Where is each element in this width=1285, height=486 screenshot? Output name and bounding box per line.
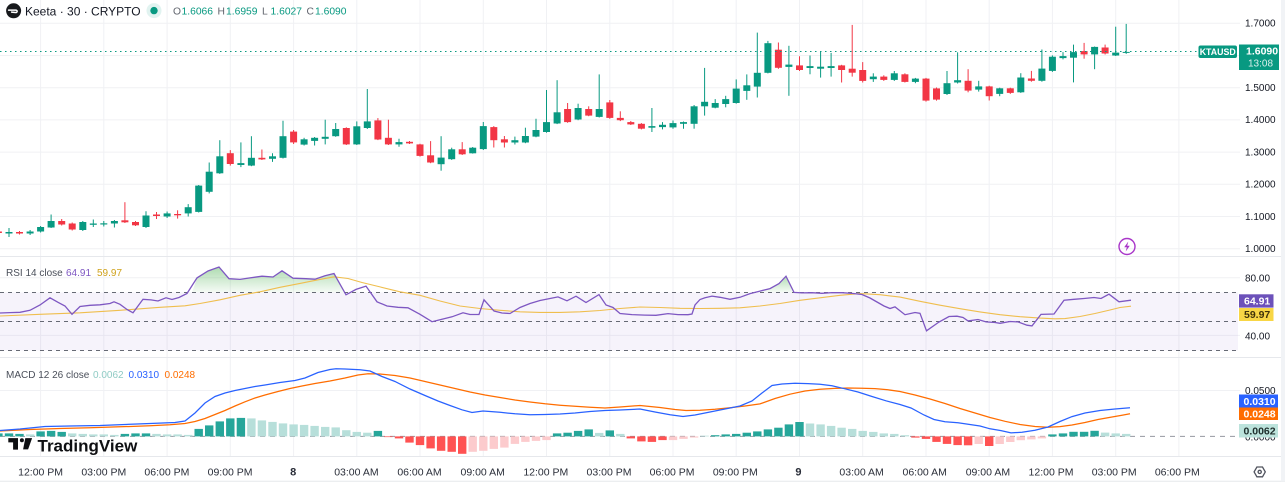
svg-text:03:00 PM: 03:00 PM — [81, 467, 126, 479]
svg-text:12:00 PM: 12:00 PM — [18, 467, 63, 479]
svg-text:13:08: 13:08 — [1248, 58, 1273, 69]
svg-text:1.3000: 1.3000 — [1245, 147, 1276, 158]
svg-text:12:00 PM: 12:00 PM — [1029, 467, 1074, 479]
svg-text:03:00 AM: 03:00 AM — [334, 467, 378, 479]
svg-text:0.0248: 0.0248 — [1244, 409, 1276, 421]
svg-text:03:00 PM: 03:00 PM — [587, 467, 632, 479]
svg-text:06:00 PM: 06:00 PM — [650, 467, 695, 479]
svg-text:64.91: 64.91 — [1244, 296, 1270, 308]
svg-text:H: H — [218, 7, 225, 18]
svg-text:MACD 12 26 close: MACD 12 26 close — [6, 370, 90, 381]
svg-text:1.7000: 1.7000 — [1245, 19, 1276, 30]
svg-text:1.6027: 1.6027 — [271, 7, 303, 18]
svg-text:0.0310: 0.0310 — [1244, 396, 1276, 408]
svg-text:KTAUSD: KTAUSD — [1200, 47, 1236, 57]
svg-text:9: 9 — [795, 467, 801, 479]
svg-text:RSI 14 close: RSI 14 close — [6, 268, 63, 279]
svg-text:59.97: 59.97 — [1244, 309, 1270, 321]
svg-text:40.00: 40.00 — [1245, 331, 1270, 342]
svg-text:06:00 AM: 06:00 AM — [903, 467, 947, 479]
svg-text:0.0000: 0.0000 — [1245, 432, 1276, 443]
svg-text:1.4000: 1.4000 — [1245, 115, 1276, 126]
svg-text:1.6066: 1.6066 — [182, 7, 214, 18]
svg-text:0.0062: 0.0062 — [93, 370, 124, 381]
svg-text:1.2000: 1.2000 — [1245, 180, 1276, 191]
svg-text:O: O — [173, 7, 181, 18]
svg-text:09:00 AM: 09:00 AM — [461, 467, 505, 479]
svg-text:L: L — [262, 7, 268, 18]
svg-text:80.00: 80.00 — [1245, 274, 1270, 285]
svg-text:09:00 AM: 09:00 AM — [966, 467, 1010, 479]
svg-text:8: 8 — [290, 467, 296, 479]
svg-text:C: C — [307, 7, 315, 18]
svg-text:0.0248: 0.0248 — [165, 370, 196, 381]
svg-text:06:00 PM: 06:00 PM — [1155, 467, 1200, 479]
svg-text:1.0000: 1.0000 — [1245, 244, 1276, 255]
svg-text:1.1000: 1.1000 — [1245, 212, 1276, 223]
svg-text:06:00 AM: 06:00 AM — [397, 467, 441, 479]
svg-text:TradingView: TradingView — [38, 436, 139, 455]
svg-text:06:00 PM: 06:00 PM — [144, 467, 189, 479]
svg-text:0.0310: 0.0310 — [129, 370, 160, 381]
svg-text:59.97: 59.97 — [97, 268, 122, 279]
svg-text:1.6959: 1.6959 — [226, 7, 258, 18]
svg-text:1.6090: 1.6090 — [315, 7, 347, 18]
svg-text:0.0500: 0.0500 — [1245, 386, 1276, 397]
svg-text:0.0062: 0.0062 — [1244, 426, 1276, 438]
svg-text:1.6090: 1.6090 — [1246, 45, 1278, 57]
svg-text:1.5000: 1.5000 — [1245, 83, 1276, 94]
svg-text:09:00 PM: 09:00 PM — [713, 467, 758, 479]
svg-text:03:00 AM: 03:00 AM — [839, 467, 883, 479]
svg-text:Keeta · 30 · CRYPTO: Keeta · 30 · CRYPTO — [25, 4, 141, 18]
svg-text:03:00 PM: 03:00 PM — [1092, 467, 1137, 479]
svg-text:64.91: 64.91 — [66, 268, 91, 279]
svg-text:12:00 PM: 12:00 PM — [523, 467, 568, 479]
svg-text:09:00 PM: 09:00 PM — [208, 467, 253, 479]
